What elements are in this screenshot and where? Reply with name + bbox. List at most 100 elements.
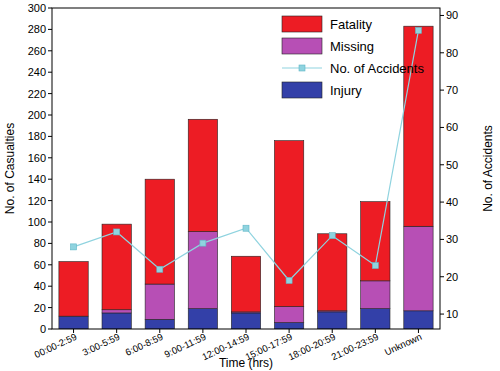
y-tick-label: 160 <box>28 152 46 164</box>
bar-segment <box>361 309 390 329</box>
y-tick-label: 120 <box>28 195 46 207</box>
bar-segment <box>145 179 174 284</box>
y2-tick <box>440 90 444 91</box>
bar-segment <box>102 313 131 329</box>
x-tick-label: 00:00-2:59 <box>33 331 79 360</box>
bar-segment <box>145 284 174 319</box>
y2-tick-label: 40 <box>446 196 458 208</box>
legend-marker <box>299 65 305 71</box>
legend-swatch <box>282 16 322 32</box>
y2-tick-label: 60 <box>446 121 458 133</box>
y-tick-label: 0 <box>40 323 46 335</box>
y-tick <box>48 115 52 116</box>
y2-tick-label: 30 <box>446 233 458 245</box>
y-tick <box>48 179 52 180</box>
plot-frame <box>52 8 440 329</box>
bar-segment <box>188 232 217 309</box>
y-tick-label: 280 <box>28 23 46 35</box>
x-tick-label: 21:00-23:59 <box>330 331 381 362</box>
legend-label: Fatality <box>330 17 372 32</box>
x-tick-label: Unknown <box>383 331 424 358</box>
y-tick-label: 140 <box>28 173 46 185</box>
y-tick <box>48 93 52 94</box>
y-tick-label: 100 <box>28 216 46 228</box>
y-tick-label: 40 <box>34 280 46 292</box>
bar-segment <box>404 311 433 329</box>
line-marker <box>157 266 163 272</box>
plot-area <box>59 26 433 329</box>
chart-svg: 0 20 40 60 80 100 120 140 160 180 200 220 240 260 280 3… <box>0 0 500 371</box>
y-tick-label: 220 <box>28 88 46 100</box>
bar-segment <box>145 319 174 329</box>
y-tick-label: 240 <box>28 66 46 78</box>
y2-tick <box>440 239 444 240</box>
y-tick-label: 260 <box>28 45 46 57</box>
y2-tick-label: 50 <box>446 159 458 171</box>
y-tick-label: 180 <box>28 130 46 142</box>
bar-segment <box>318 234 347 311</box>
y2-tick <box>440 15 444 16</box>
bar-segment <box>231 256 260 312</box>
legend-swatch <box>282 38 322 54</box>
line-marker <box>71 244 77 250</box>
y-tick <box>48 72 52 73</box>
bar-segment <box>188 119 217 231</box>
y-tick-label: 200 <box>28 109 46 121</box>
bar-segment <box>404 26 433 226</box>
x-tick-label: 6:00-8:59 <box>124 331 165 358</box>
bar-segment <box>102 310 131 313</box>
line-marker <box>286 277 292 283</box>
line-marker <box>200 240 206 246</box>
legend-label: No. of Accidents <box>330 61 424 76</box>
y-tick-label: 300 <box>28 2 46 14</box>
y2-tick-label: 70 <box>446 84 458 96</box>
y-tick-label: 60 <box>34 259 46 271</box>
y2-tick-label: 90 <box>446 9 458 21</box>
y-tick <box>48 29 52 30</box>
y2-axis-title: No. of Accidents <box>481 125 495 212</box>
y2-tick <box>440 314 444 315</box>
y2-tick-label: 80 <box>446 47 458 59</box>
y-tick <box>48 50 52 51</box>
y2-tick <box>440 202 444 203</box>
line-marker <box>329 233 335 239</box>
line-marker <box>114 229 120 235</box>
y-tick <box>48 8 52 9</box>
bar-segment <box>59 316 88 329</box>
bar-segment <box>274 307 303 323</box>
bar-segment <box>188 309 217 329</box>
x-tick-label: 3:00-5:59 <box>80 331 121 358</box>
y2-tick <box>440 127 444 128</box>
y-tick <box>48 329 52 330</box>
x-axis-title: Time (hrs) <box>219 356 273 370</box>
bar-segment <box>361 202 390 281</box>
y-tick <box>48 157 52 158</box>
y-tick <box>48 243 52 244</box>
bar-segment <box>274 323 303 329</box>
chart-root: 0 20 40 60 80 100 120 140 160 180 200 220 240 260 280 3… <box>0 0 500 371</box>
bar-segment <box>102 224 131 310</box>
line-marker <box>372 263 378 269</box>
y-tick-label: 80 <box>34 237 46 249</box>
y-tick <box>48 286 52 287</box>
bar-segment <box>404 226 433 311</box>
y-tick <box>48 200 52 201</box>
y2-tick <box>440 276 444 277</box>
y-axis-title: No. of Casualties <box>3 123 17 214</box>
legend-label: Missing <box>330 39 374 54</box>
x-tick-label: 18:00-20:59 <box>286 331 337 362</box>
y-tick <box>48 222 52 223</box>
y2-tick <box>440 52 444 53</box>
y-tick <box>48 264 52 265</box>
bar-segment <box>318 312 347 329</box>
line-marker <box>243 225 249 231</box>
y-tick-label: 20 <box>34 302 46 314</box>
line-marker <box>415 27 421 33</box>
y2-tick <box>440 164 444 165</box>
bar-segment <box>59 262 88 317</box>
bar-segment <box>361 281 390 309</box>
bar-segment <box>274 141 303 307</box>
y-tick <box>48 307 52 308</box>
legend-swatch <box>282 82 322 98</box>
y-tick <box>48 136 52 137</box>
